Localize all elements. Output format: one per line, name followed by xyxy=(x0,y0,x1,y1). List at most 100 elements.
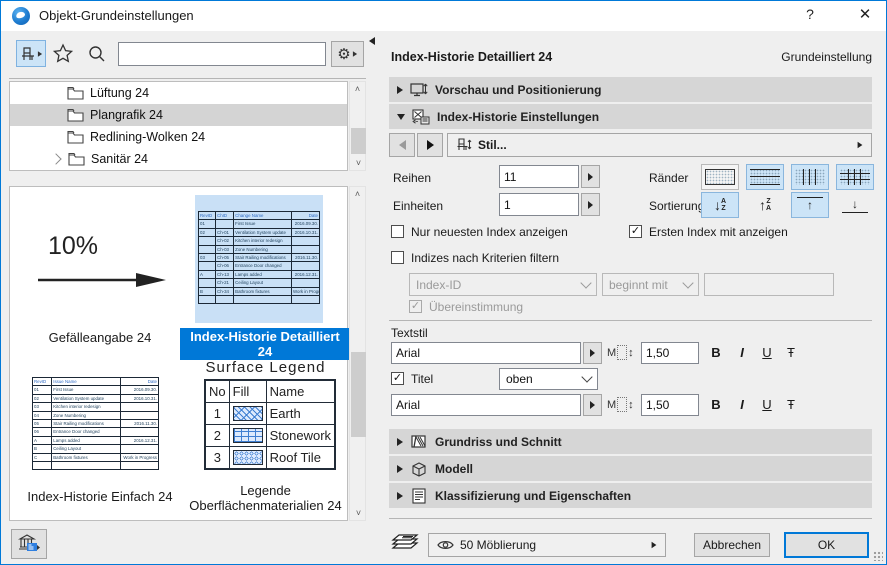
border-vertical-toggle[interactable] xyxy=(791,164,829,190)
italic-toggle-1[interactable]: I xyxy=(740,345,744,360)
scroll-up-icon[interactable]: ˄ xyxy=(354,189,361,199)
settings-menu-button[interactable]: ⚙ xyxy=(331,41,364,67)
scroll-down-icon[interactable]: ˅ xyxy=(355,508,362,518)
flyout-arrow-icon xyxy=(37,50,42,57)
scroll-up-icon[interactable]: ˄ xyxy=(354,84,361,94)
title-position-dropdown[interactable]: oben xyxy=(499,368,598,390)
cell xyxy=(290,278,321,288)
section-model[interactable]: Modell xyxy=(389,456,872,481)
cell: Zone Numbering xyxy=(51,410,121,421)
text-size-input-2[interactable] xyxy=(641,394,699,416)
tree-item-lueftung[interactable]: Lüftung 24 xyxy=(10,82,347,104)
collapse-panel-icon[interactable] xyxy=(369,37,375,45)
rows-stepper[interactable] xyxy=(581,165,600,188)
cell: 03 xyxy=(31,402,53,412)
object-browser-button[interactable] xyxy=(16,40,46,67)
tree-item-sanitaer[interactable]: Sanitär 24 xyxy=(10,148,347,170)
cell: 2016.10.31. xyxy=(290,227,321,238)
cancel-button[interactable]: Abbrechen xyxy=(694,533,770,557)
criteria-dropdown[interactable]: Index-ID xyxy=(409,273,597,296)
prev-style-button[interactable] xyxy=(389,133,415,157)
font-picker-1[interactable] xyxy=(583,342,602,364)
italic-toggle-2[interactable]: I xyxy=(740,397,744,412)
style-selector-button[interactable]: Stil... xyxy=(447,133,872,157)
surface-legend-table: No Fill Name 1 Earth 2 Stonework 3 xyxy=(204,379,337,470)
underline-toggle-2[interactable]: U xyxy=(762,397,772,412)
tree-item-redlining[interactable]: Redlining-Wolken 24 xyxy=(10,126,347,148)
underline-toggle-1[interactable]: U xyxy=(762,345,772,360)
text-size-input-1[interactable] xyxy=(641,342,699,364)
units-stepper[interactable] xyxy=(581,193,600,216)
filter-value-input[interactable] xyxy=(704,273,834,296)
table-row: 03 Kitchen interior redesign xyxy=(31,402,160,412)
cell: B xyxy=(197,286,217,297)
cell xyxy=(228,402,267,425)
cell: 2016.12.31. xyxy=(290,269,321,280)
table-row: RevID Issue Name Date xyxy=(31,376,160,387)
close-button[interactable]: ✕ xyxy=(858,6,872,23)
strikethrough-toggle-1[interactable]: Ŧ xyxy=(787,345,795,360)
help-button[interactable]: ? xyxy=(806,6,814,22)
next-style-button[interactable] xyxy=(417,133,443,157)
gallery-scrollbar[interactable]: ˄ ˅ xyxy=(349,186,366,521)
cell xyxy=(233,295,292,305)
gallery-item-index-simple[interactable]: RevID Issue Name Date 01 First Issue 2016.09.… xyxy=(20,365,180,515)
title-checkbox[interactable]: ✓ xyxy=(391,372,404,385)
border-grid-toggle[interactable] xyxy=(836,164,874,190)
font-input-2[interactable] xyxy=(391,394,581,416)
section-preview-positioning[interactable]: Vorschau und Positionierung xyxy=(389,77,872,102)
tree-item-label: Lüftung 24 xyxy=(90,86,150,100)
filter-criteria-checkbox[interactable] xyxy=(391,251,404,264)
gallery-item-gefaelleangabe[interactable]: 10% Gefälleangabe 24 xyxy=(20,202,180,362)
cell: Ch-02 xyxy=(215,236,235,246)
table-row: A Ch-13 Lamps added 2016.12.31. xyxy=(197,269,321,280)
font-picker-2[interactable] xyxy=(583,394,602,416)
style-label: Stil... xyxy=(478,138,507,152)
favorites-button[interactable] xyxy=(51,42,75,71)
section-index-settings[interactable]: Index-Historie Einstellungen xyxy=(389,104,872,129)
bold-toggle-2[interactable]: B xyxy=(711,397,721,412)
units-input[interactable] xyxy=(499,193,579,216)
tree-item-plangrafik[interactable]: Plangrafik 24 xyxy=(10,104,347,126)
newest-index-checkbox[interactable] xyxy=(391,225,404,238)
scrollbar-thumb[interactable] xyxy=(351,128,366,154)
rows-label: Reihen xyxy=(393,171,432,185)
section-label: Grundriss und Schnitt xyxy=(435,434,562,449)
section-classification[interactable]: Klassifizierung und Eigenschaften xyxy=(389,483,872,508)
cell xyxy=(290,236,321,246)
strikethrough-toggle-2[interactable]: Ŧ xyxy=(787,397,795,412)
border-none-toggle[interactable] xyxy=(701,164,739,190)
first-index-checkbox[interactable]: ✓ xyxy=(629,225,642,238)
rows-input[interactable] xyxy=(499,165,579,188)
ok-button[interactable]: OK xyxy=(784,532,869,558)
first-index-label: Ersten Index mit anzeigen xyxy=(649,225,788,239)
cell xyxy=(197,236,217,246)
expanded-arrow-icon xyxy=(397,113,405,120)
operator-dropdown[interactable]: beginnt mit xyxy=(602,273,699,296)
cell xyxy=(197,244,217,255)
table-row xyxy=(31,461,160,471)
scrollbar-thumb[interactable] xyxy=(351,352,366,437)
section-plan-section[interactable]: Grundriss und Schnitt xyxy=(389,429,872,454)
sorting-label: Sortierung xyxy=(649,199,705,213)
tree-scrollbar[interactable]: ˄ ˅ xyxy=(349,81,366,171)
library-manager-button[interactable] xyxy=(11,529,47,559)
gallery-item-legend[interactable]: Surface Legend No Fill Name 1 Earth 2 St… xyxy=(188,357,343,515)
gallery-item-index-detail[interactable]: RevID ChID Change Name Date 01 First Issue 201… xyxy=(180,195,350,360)
font-input-1[interactable] xyxy=(391,342,581,364)
search-button[interactable] xyxy=(87,44,107,69)
expander-chevron-icon[interactable] xyxy=(50,153,62,165)
selected-object-title: Index-Historie Detailliert 24 xyxy=(391,50,553,64)
layer-selector-button[interactable]: 50 Möblierung xyxy=(428,533,666,557)
align-bottom-toggle[interactable]: ↓ xyxy=(836,192,874,218)
resize-grip[interactable] xyxy=(873,551,883,561)
search-input[interactable] xyxy=(118,42,326,66)
border-horizontal-toggle[interactable] xyxy=(746,164,784,190)
scroll-down-icon[interactable]: ˅ xyxy=(355,158,362,168)
align-top-toggle[interactable]: ↑ xyxy=(791,192,829,218)
bold-toggle-1[interactable]: B xyxy=(711,345,721,360)
cell: Lamps added xyxy=(51,435,121,446)
